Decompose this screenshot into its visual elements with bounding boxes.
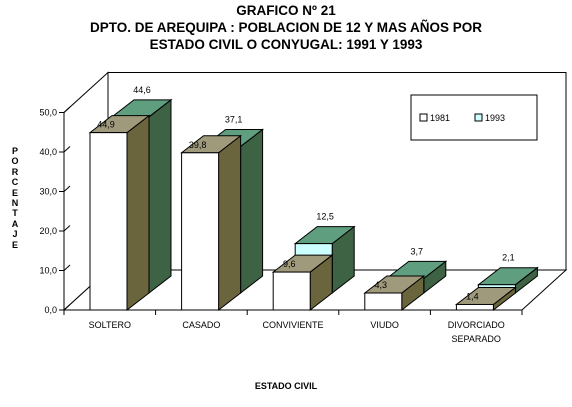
y-tick-label: 0,0 <box>44 305 57 315</box>
data-label-1993: 3,7 <box>411 246 424 256</box>
x-category-label: SOLTERO <box>89 320 131 330</box>
y-axis-label-char: T <box>12 208 18 219</box>
data-label-1993: 44,6 <box>133 85 151 95</box>
bar-1981-front <box>272 271 311 311</box>
bar-1981-front <box>181 152 220 311</box>
bar-1981-side <box>218 134 242 312</box>
x-category-label: DIVORCIADO <box>448 320 505 330</box>
x-axis-label: ESTADO CIVIL <box>254 381 318 391</box>
bar-1981-side <box>126 114 150 312</box>
y-axis-label-char: E <box>11 187 18 198</box>
y-axis-label-char: P <box>11 146 18 156</box>
y-tick-diagonal <box>63 225 71 232</box>
y-axis-label-char: R <box>11 166 19 177</box>
y-axis-label-char: O <box>11 156 19 167</box>
x-category-label: VIUDO <box>370 320 399 330</box>
data-label-1981: 9,6 <box>283 259 296 269</box>
data-label-1981: 1,4 <box>466 291 479 301</box>
title-line-2: DPTO. DE AREQUIPA : POBLACION DE 12 Y MA… <box>89 20 483 35</box>
y-axis-label-char: J <box>12 229 18 240</box>
y-axis-label-char: N <box>11 198 19 209</box>
legend-swatch-1981 <box>419 113 428 122</box>
y-tick-diagonal <box>63 146 71 153</box>
title-line-3: ESTADO CIVIL O CONYUGAL: 1991 Y 1993 <box>149 37 423 52</box>
data-label-1981: 4,3 <box>375 280 388 290</box>
bar-1981-front <box>89 132 128 311</box>
data-label-1993: 12,5 <box>316 212 334 222</box>
y-tick-label: 50,0 <box>39 108 57 118</box>
y-tick-label: 30,0 <box>39 187 57 197</box>
legend-swatch-1993 <box>474 113 483 122</box>
bar-1981-front <box>364 292 403 311</box>
x-category-label: CONVIVIENTE <box>262 320 323 330</box>
y-axis-label-char: E <box>11 239 18 250</box>
bar-1993-side <box>240 128 264 295</box>
y-tick-label: 40,0 <box>39 147 57 157</box>
legend-box <box>410 94 538 141</box>
y-tick-label: 10,0 <box>39 266 57 276</box>
data-label-1993: 37,1 <box>225 114 243 124</box>
data-label-1993: 2,1 <box>502 253 515 263</box>
y-axis-label-char: A <box>11 218 19 229</box>
data-label-1981: 44,9 <box>97 120 115 130</box>
bar-1993-side <box>148 98 172 295</box>
x-category-label: SEPARADO <box>452 334 501 344</box>
legend-label-1993: 1993 <box>485 113 505 123</box>
data-label-1981: 39,8 <box>189 140 207 150</box>
y-tick-diagonal <box>63 185 71 192</box>
x-category-label: CASADO <box>182 320 220 330</box>
bar-1981-front <box>455 303 494 311</box>
y-tick-label: 20,0 <box>39 226 57 236</box>
title-line-1: GRAFICO Nº 21 <box>236 3 336 18</box>
chart-title: GRAFICO Nº 21 DPTO. DE AREQUIPA : POBLAC… <box>0 2 572 53</box>
legend-label-1981: 1981 <box>430 113 450 123</box>
y-tick-diagonal <box>63 106 71 113</box>
y-tick-diagonal <box>63 264 71 271</box>
y-axis-label-char: C <box>11 177 19 188</box>
y-tick-diagonal <box>63 304 71 311</box>
